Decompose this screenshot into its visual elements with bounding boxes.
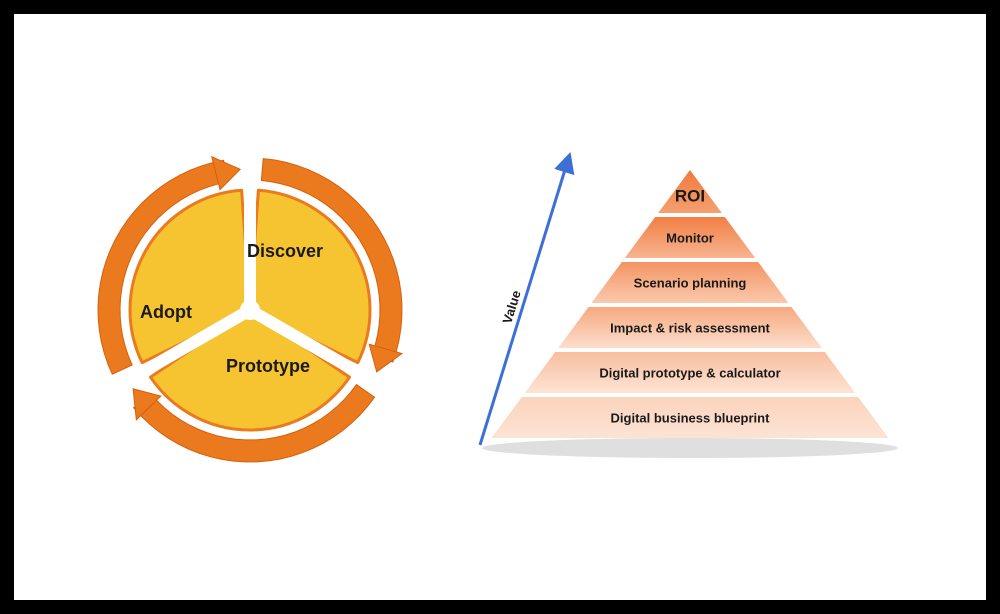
pyramid-shadow bbox=[482, 438, 898, 458]
cycle-center bbox=[240, 300, 260, 320]
cycle-diagram: Discover Prototype Adopt bbox=[98, 157, 402, 462]
cycle-wedge-label: Discover bbox=[247, 241, 323, 261]
pyramid-tier-label: Digital business blueprint bbox=[611, 411, 771, 426]
diagram-canvas: { "type": "infographic", "background_col… bbox=[14, 14, 986, 600]
pyramid-tier-label: Digital prototype & calculator bbox=[599, 366, 780, 381]
pyramid-tier-label: ROI bbox=[675, 187, 705, 206]
diagram-svg: Discover Prototype Adopt ROI Monitor Scenari… bbox=[14, 14, 986, 600]
value-pyramid: ROI Monitor Scenario planning Impact & risk… bbox=[480, 160, 898, 458]
pyramid-tier-label: Impact & risk assessment bbox=[610, 321, 770, 336]
pyramid-tier-label: Monitor bbox=[666, 231, 714, 246]
pyramid-tier-label: Scenario planning bbox=[634, 276, 747, 291]
cycle-wedge-label: Prototype bbox=[226, 356, 310, 376]
cycle-wedge-label: Adopt bbox=[140, 302, 192, 322]
